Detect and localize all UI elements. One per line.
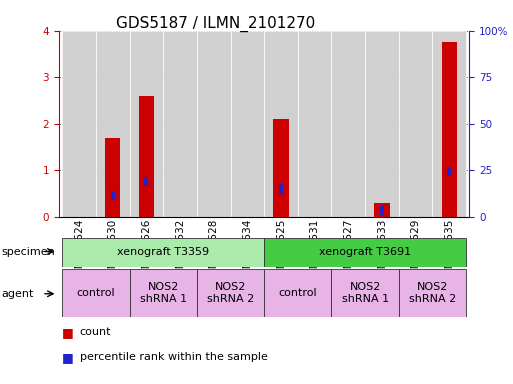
Bar	[63, 269, 130, 317]
Bar	[197, 31, 230, 217]
Text: xenograft T3691: xenograft T3691	[319, 247, 411, 258]
Bar	[105, 138, 121, 217]
Bar	[399, 269, 466, 317]
Bar	[264, 269, 331, 317]
Bar	[331, 31, 365, 217]
Bar	[163, 31, 197, 217]
Bar	[111, 191, 115, 200]
Text: xenograft T3359: xenograft T3359	[117, 247, 209, 258]
Text: ■: ■	[62, 326, 73, 339]
Bar	[432, 31, 466, 217]
Bar	[96, 31, 130, 217]
Bar	[264, 31, 298, 217]
Text: NOS2
shRNA 1: NOS2 shRNA 1	[140, 282, 187, 304]
Text: control: control	[279, 288, 317, 298]
Bar	[197, 269, 264, 317]
Bar	[130, 31, 163, 217]
Text: NOS2
shRNA 2: NOS2 shRNA 2	[207, 282, 254, 304]
Bar	[447, 167, 451, 176]
Text: percentile rank within the sample: percentile rank within the sample	[80, 352, 267, 362]
Text: GDS5187 / ILMN_2101270: GDS5187 / ILMN_2101270	[116, 15, 315, 31]
Bar	[298, 31, 331, 217]
Text: specimen: specimen	[1, 247, 55, 257]
Text: agent: agent	[1, 289, 33, 299]
Bar	[380, 206, 384, 215]
Bar	[442, 42, 457, 217]
Bar	[374, 203, 389, 217]
Bar	[230, 31, 264, 217]
Text: NOS2
shRNA 2: NOS2 shRNA 2	[409, 282, 456, 304]
Bar	[279, 184, 283, 194]
Bar	[130, 269, 197, 317]
Bar	[273, 119, 289, 217]
Text: ■: ■	[62, 351, 73, 364]
Bar	[331, 269, 399, 317]
Text: NOS2
shRNA 1: NOS2 shRNA 1	[342, 282, 389, 304]
Bar	[63, 238, 264, 267]
Bar	[139, 96, 154, 217]
Text: control: control	[76, 288, 115, 298]
Bar	[145, 177, 148, 186]
Bar	[63, 31, 96, 217]
Text: count: count	[80, 327, 111, 337]
Bar	[264, 238, 466, 267]
Bar	[365, 31, 399, 217]
Bar	[399, 31, 432, 217]
